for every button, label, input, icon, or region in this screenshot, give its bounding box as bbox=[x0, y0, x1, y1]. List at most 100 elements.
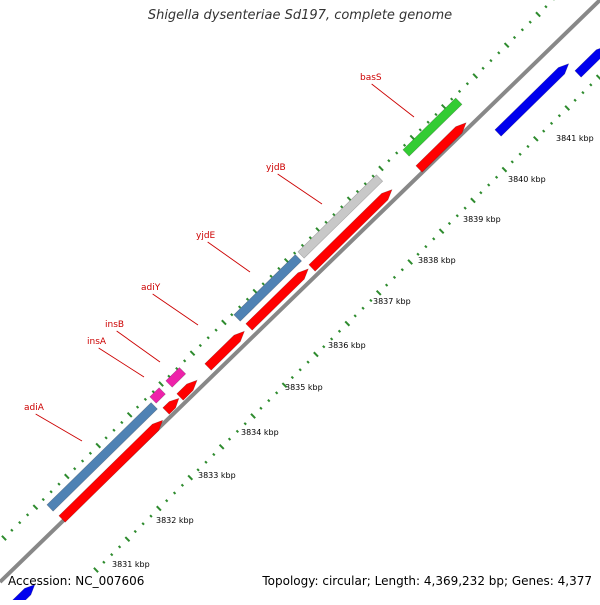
outer-tick bbox=[544, 5, 548, 9]
outer-tick bbox=[402, 143, 407, 147]
outer-tick bbox=[261, 282, 265, 286]
kbp-label: 3840 kbp bbox=[508, 175, 546, 184]
outer-tick bbox=[450, 97, 454, 101]
outer-tick bbox=[41, 497, 45, 502]
kbp-label: 3834 kbp bbox=[241, 428, 279, 437]
gene-label-adiA: adiA bbox=[24, 403, 45, 413]
inner-tick bbox=[573, 98, 577, 102]
inner-tick bbox=[392, 275, 397, 280]
inner-tick bbox=[432, 237, 436, 241]
outer-tick bbox=[143, 397, 147, 402]
outer-tick bbox=[112, 428, 116, 432]
outer-tick bbox=[535, 11, 541, 18]
outer-tick bbox=[324, 220, 328, 224]
outer-tick bbox=[158, 381, 164, 387]
inner-tick bbox=[344, 320, 351, 327]
leader-yjdE bbox=[207, 241, 251, 273]
inner-tick bbox=[533, 135, 539, 142]
kbp-label: 3837 kbp bbox=[373, 297, 411, 306]
outer-tick bbox=[426, 120, 430, 124]
inner-tick bbox=[322, 345, 326, 349]
inner-tick bbox=[204, 460, 208, 464]
inner-tick bbox=[243, 422, 247, 426]
outer-tick bbox=[25, 513, 30, 517]
outer-tick bbox=[481, 66, 485, 70]
outer-tick bbox=[520, 28, 524, 32]
inner-tick bbox=[361, 306, 365, 310]
kbp-label: 3831 kbp bbox=[112, 560, 150, 569]
gene-label-yjdE: yjdE bbox=[196, 231, 216, 241]
inner-tick bbox=[102, 560, 106, 564]
outer-tick bbox=[167, 374, 171, 378]
kbp-scale-labels: 3831 kbp 3832 kbp 3833 kbp 3834 kbp 3835 kbp… bbox=[112, 134, 594, 569]
inner-tick bbox=[455, 214, 459, 218]
inner-tick bbox=[337, 329, 342, 333]
gene-red-1 bbox=[58, 419, 164, 523]
inner-tick bbox=[564, 105, 571, 111]
inner-tick bbox=[581, 90, 585, 95]
inner-tick bbox=[227, 437, 232, 441]
outer-tick bbox=[104, 436, 108, 440]
outer-tick-marks bbox=[1, 0, 555, 541]
inner-tick bbox=[180, 483, 185, 487]
outer-tick bbox=[378, 165, 384, 172]
kbp-label: 3832 kbp bbox=[156, 516, 194, 525]
outer-tick bbox=[1, 535, 7, 541]
inner-tick bbox=[463, 206, 467, 210]
outer-tick bbox=[472, 73, 479, 79]
inner-tick bbox=[542, 129, 546, 133]
inner-tick bbox=[313, 351, 319, 358]
outer-tick bbox=[308, 236, 312, 240]
gene-blue-2 bbox=[574, 48, 600, 78]
inner-tick bbox=[275, 391, 279, 395]
gene-label-yjdB: yjdB bbox=[266, 163, 286, 173]
inner-tick bbox=[149, 514, 153, 518]
kbp-label: 3841 kbp bbox=[556, 134, 594, 143]
outer-tick bbox=[10, 528, 14, 532]
inner-tick bbox=[400, 268, 404, 272]
outer-tick bbox=[292, 251, 297, 255]
label-leader-lines bbox=[35, 83, 415, 442]
outer-tick bbox=[88, 451, 93, 455]
kbp-label: 3839 kbp bbox=[463, 215, 501, 224]
gene-yjdB bbox=[402, 97, 463, 157]
outer-tick bbox=[183, 359, 187, 363]
inner-tick bbox=[165, 499, 169, 503]
outer-tick bbox=[206, 336, 210, 340]
inner-tick bbox=[424, 244, 428, 249]
leader-yjdB bbox=[277, 173, 323, 205]
inner-tick bbox=[212, 452, 216, 457]
outer-tick bbox=[32, 504, 39, 511]
inner-tick bbox=[470, 197, 476, 204]
gene-label-basS: basS bbox=[360, 73, 382, 83]
inner-tick bbox=[494, 175, 499, 179]
inner-tick bbox=[384, 283, 389, 287]
gene-insA bbox=[149, 387, 166, 404]
outer-tick bbox=[18, 520, 22, 525]
outer-tick bbox=[269, 274, 273, 278]
inner-tick bbox=[487, 183, 491, 187]
gene-red-7 bbox=[415, 122, 467, 173]
gene-red-2 bbox=[162, 397, 180, 415]
leader-basS bbox=[371, 83, 415, 118]
gene-label-adiY: adiY bbox=[141, 283, 161, 293]
inner-tick bbox=[172, 491, 177, 495]
inner-tick bbox=[526, 144, 530, 149]
outer-tick bbox=[441, 103, 447, 110]
outer-tick bbox=[465, 82, 470, 86]
outer-tick bbox=[434, 112, 438, 117]
inner-tick bbox=[117, 545, 122, 549]
inner-tick bbox=[416, 252, 420, 256]
gene-label-insB: insB bbox=[105, 320, 124, 330]
outer-tick bbox=[387, 159, 391, 163]
outer-tick bbox=[73, 467, 77, 471]
inner-tick bbox=[369, 298, 373, 303]
inner-tick bbox=[447, 221, 452, 226]
leader-adiY bbox=[152, 293, 199, 326]
inner-tick bbox=[141, 522, 145, 526]
leader-adiA bbox=[35, 413, 83, 442]
outer-tick bbox=[363, 182, 367, 186]
gene-red-6 bbox=[308, 189, 393, 272]
gene-labels: adiA insA insB adiY yjdE yjdB basS bbox=[24, 73, 382, 413]
